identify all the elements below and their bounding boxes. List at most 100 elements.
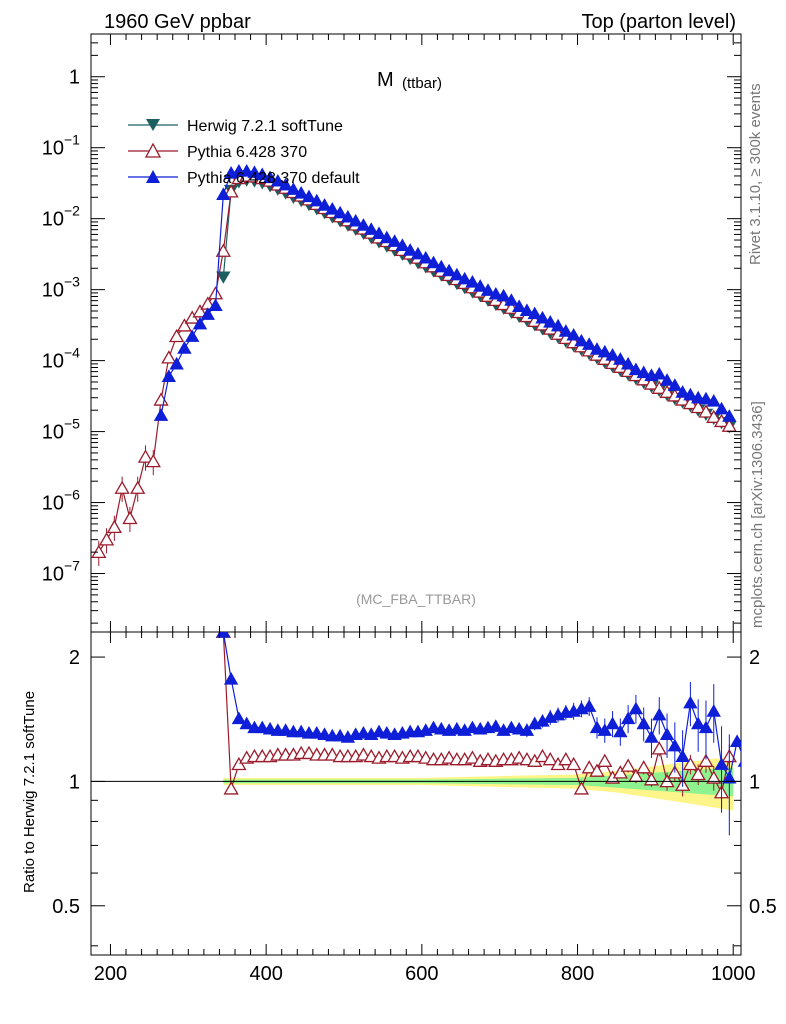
data-point-pythia-default: [589, 342, 605, 355]
ratio-point-pythia-default: [729, 734, 741, 747]
data-point-pythia-370: [122, 510, 138, 525]
ratio-point-pythia-default: [683, 695, 698, 709]
y-tick-exponent: −4: [64, 345, 80, 361]
data-point-pythia-default: [449, 267, 465, 281]
data-point-pythia-default: [426, 255, 441, 269]
ratio-point-pythia-370: [223, 781, 239, 795]
data-point-pythia-370: [176, 318, 193, 332]
ratio-point-pythia-370: [597, 753, 613, 767]
data-point-pythia-default: [628, 362, 644, 376]
y-tick-label: 10: [42, 138, 64, 160]
data-point-pythia-default: [519, 303, 535, 316]
data-point-pythia-370: [137, 449, 154, 463]
legend-item-pythia-default: Pythia 6.428 370 default: [128, 170, 360, 187]
data-point-pythia-370: [698, 404, 714, 418]
data-point-pythia-default: [348, 213, 363, 227]
x-tick-label: 400: [249, 963, 282, 985]
data-point-pythia-default: [255, 167, 270, 181]
data-point-pythia-370: [106, 519, 122, 534]
data-point-pythia-default: [511, 299, 527, 313]
data-point-pythia-default: [465, 275, 480, 288]
y-tick-exponent: −1: [64, 132, 80, 148]
data-point-pythia-default: [169, 356, 184, 370]
legend-marker-herwig: [146, 119, 160, 131]
data-point-pythia-370: [114, 480, 130, 494]
ratio-point-pythia-370: [612, 765, 628, 779]
mcplots-label: mcplots.cern.ch [arXiv:1306.3436]: [749, 401, 766, 628]
data-point-pythia-default: [550, 318, 566, 332]
ratio-point-pythia-default: [628, 701, 644, 715]
data-point-pythia-default: [473, 279, 488, 292]
data-point-pythia-370: [161, 350, 177, 364]
data-point-pythia-370: [215, 243, 231, 257]
ratio-point-pythia-default: [737, 760, 741, 767]
data-point-pythia-default: [543, 315, 558, 328]
legend-label-pythia-default: Pythia 6.428 370 default: [187, 170, 360, 187]
ratio-point-pythia-default: [519, 723, 535, 736]
y-tick-exponent: −3: [64, 274, 80, 290]
axis-ticks: [91, 33, 741, 955]
data-point-pythia-default: [340, 209, 356, 223]
data-point-pythia-default: [698, 391, 714, 405]
data-point-pythia-default: [356, 218, 371, 231]
y-tick-exponent: −5: [64, 416, 80, 432]
ratio-axis-label: Ratio to Herwig 7.2.1 softTune: [21, 691, 38, 893]
data-point-pythia-default: [270, 173, 286, 187]
data-point-pythia-default: [558, 324, 574, 337]
ratio-point-pythia-default: [770, 705, 783, 716]
analysis-tag: (MC_FBA_TTBAR): [356, 591, 476, 607]
energy-label: 1960 GeV ppbar: [104, 11, 251, 33]
ratio-band-inner: [223, 767, 734, 797]
x-tick-label: 200: [94, 963, 127, 985]
ratio-point-pythia-370: [698, 753, 714, 767]
ratio-series-pythia-default: [216, 632, 783, 836]
data-point-pythia-default: [418, 250, 433, 264]
data-point-pythia-default: [652, 366, 667, 380]
y-tick-label: 1: [69, 67, 80, 89]
data-point-pythia-default: [566, 327, 581, 341]
data-point-pythia-default: [301, 189, 317, 203]
data-point-pythia-default: [278, 177, 293, 191]
y-tick-label: 10: [42, 422, 64, 444]
main-plot-area: [91, 163, 737, 566]
data-point-pythia-370: [690, 399, 706, 414]
data-point-pythia-default: [286, 182, 301, 195]
ratio-point-pythia-370: [589, 763, 605, 777]
ratio-point-pythia-370: [643, 772, 660, 786]
ratio-point-pythia-370: [706, 770, 722, 784]
legend-label-herwig: Herwig 7.2.1 softTune: [187, 118, 343, 135]
y-tick-exponent: −2: [64, 203, 80, 219]
y-tick-exponent: −6: [64, 487, 80, 503]
data-point-pythia-default: [247, 165, 262, 178]
data-point-pythia-default: [379, 230, 394, 244]
ratio-point-pythia-default: [644, 730, 659, 743]
y-tick-label: 10: [42, 351, 64, 373]
data-point-pythia-default: [402, 243, 418, 256]
series-pythia-default: [153, 163, 737, 422]
data-point-pythia-default: [659, 373, 675, 386]
ratio-point-pythia-370: [231, 756, 247, 771]
data-point-pythia-default: [387, 234, 402, 247]
data-point-pythia-default: [597, 344, 612, 358]
data-point-pythia-default: [192, 316, 208, 330]
ratio-point-pythia-default: [597, 723, 612, 736]
data-point-pythia-default: [216, 187, 231, 200]
data-point-pythia-default: [488, 286, 503, 300]
ratio-point-pythia-370: [581, 760, 597, 774]
data-point-pythia-370: [643, 376, 660, 390]
y-tick-exponent: −7: [64, 558, 80, 574]
data-point-pythia-default: [185, 329, 200, 342]
ratio-point-pythia-370: [534, 748, 551, 763]
data-point-pythia-default: [332, 205, 348, 219]
data-point-pythia-default: [582, 337, 597, 350]
data-point-pythia-370: [145, 453, 161, 468]
ratio-point-pythia-default: [620, 711, 636, 725]
plot-title-subscript: (ttbar): [402, 75, 442, 92]
data-point-pythia-default: [293, 186, 309, 199]
ratio-point-pythia-default: [589, 720, 605, 734]
ratio-point-pythia-370: [573, 781, 590, 795]
legend-marker-pythia-370: [144, 142, 162, 158]
data-point-pythia-default: [722, 409, 737, 422]
plot-title: M: [377, 69, 394, 91]
